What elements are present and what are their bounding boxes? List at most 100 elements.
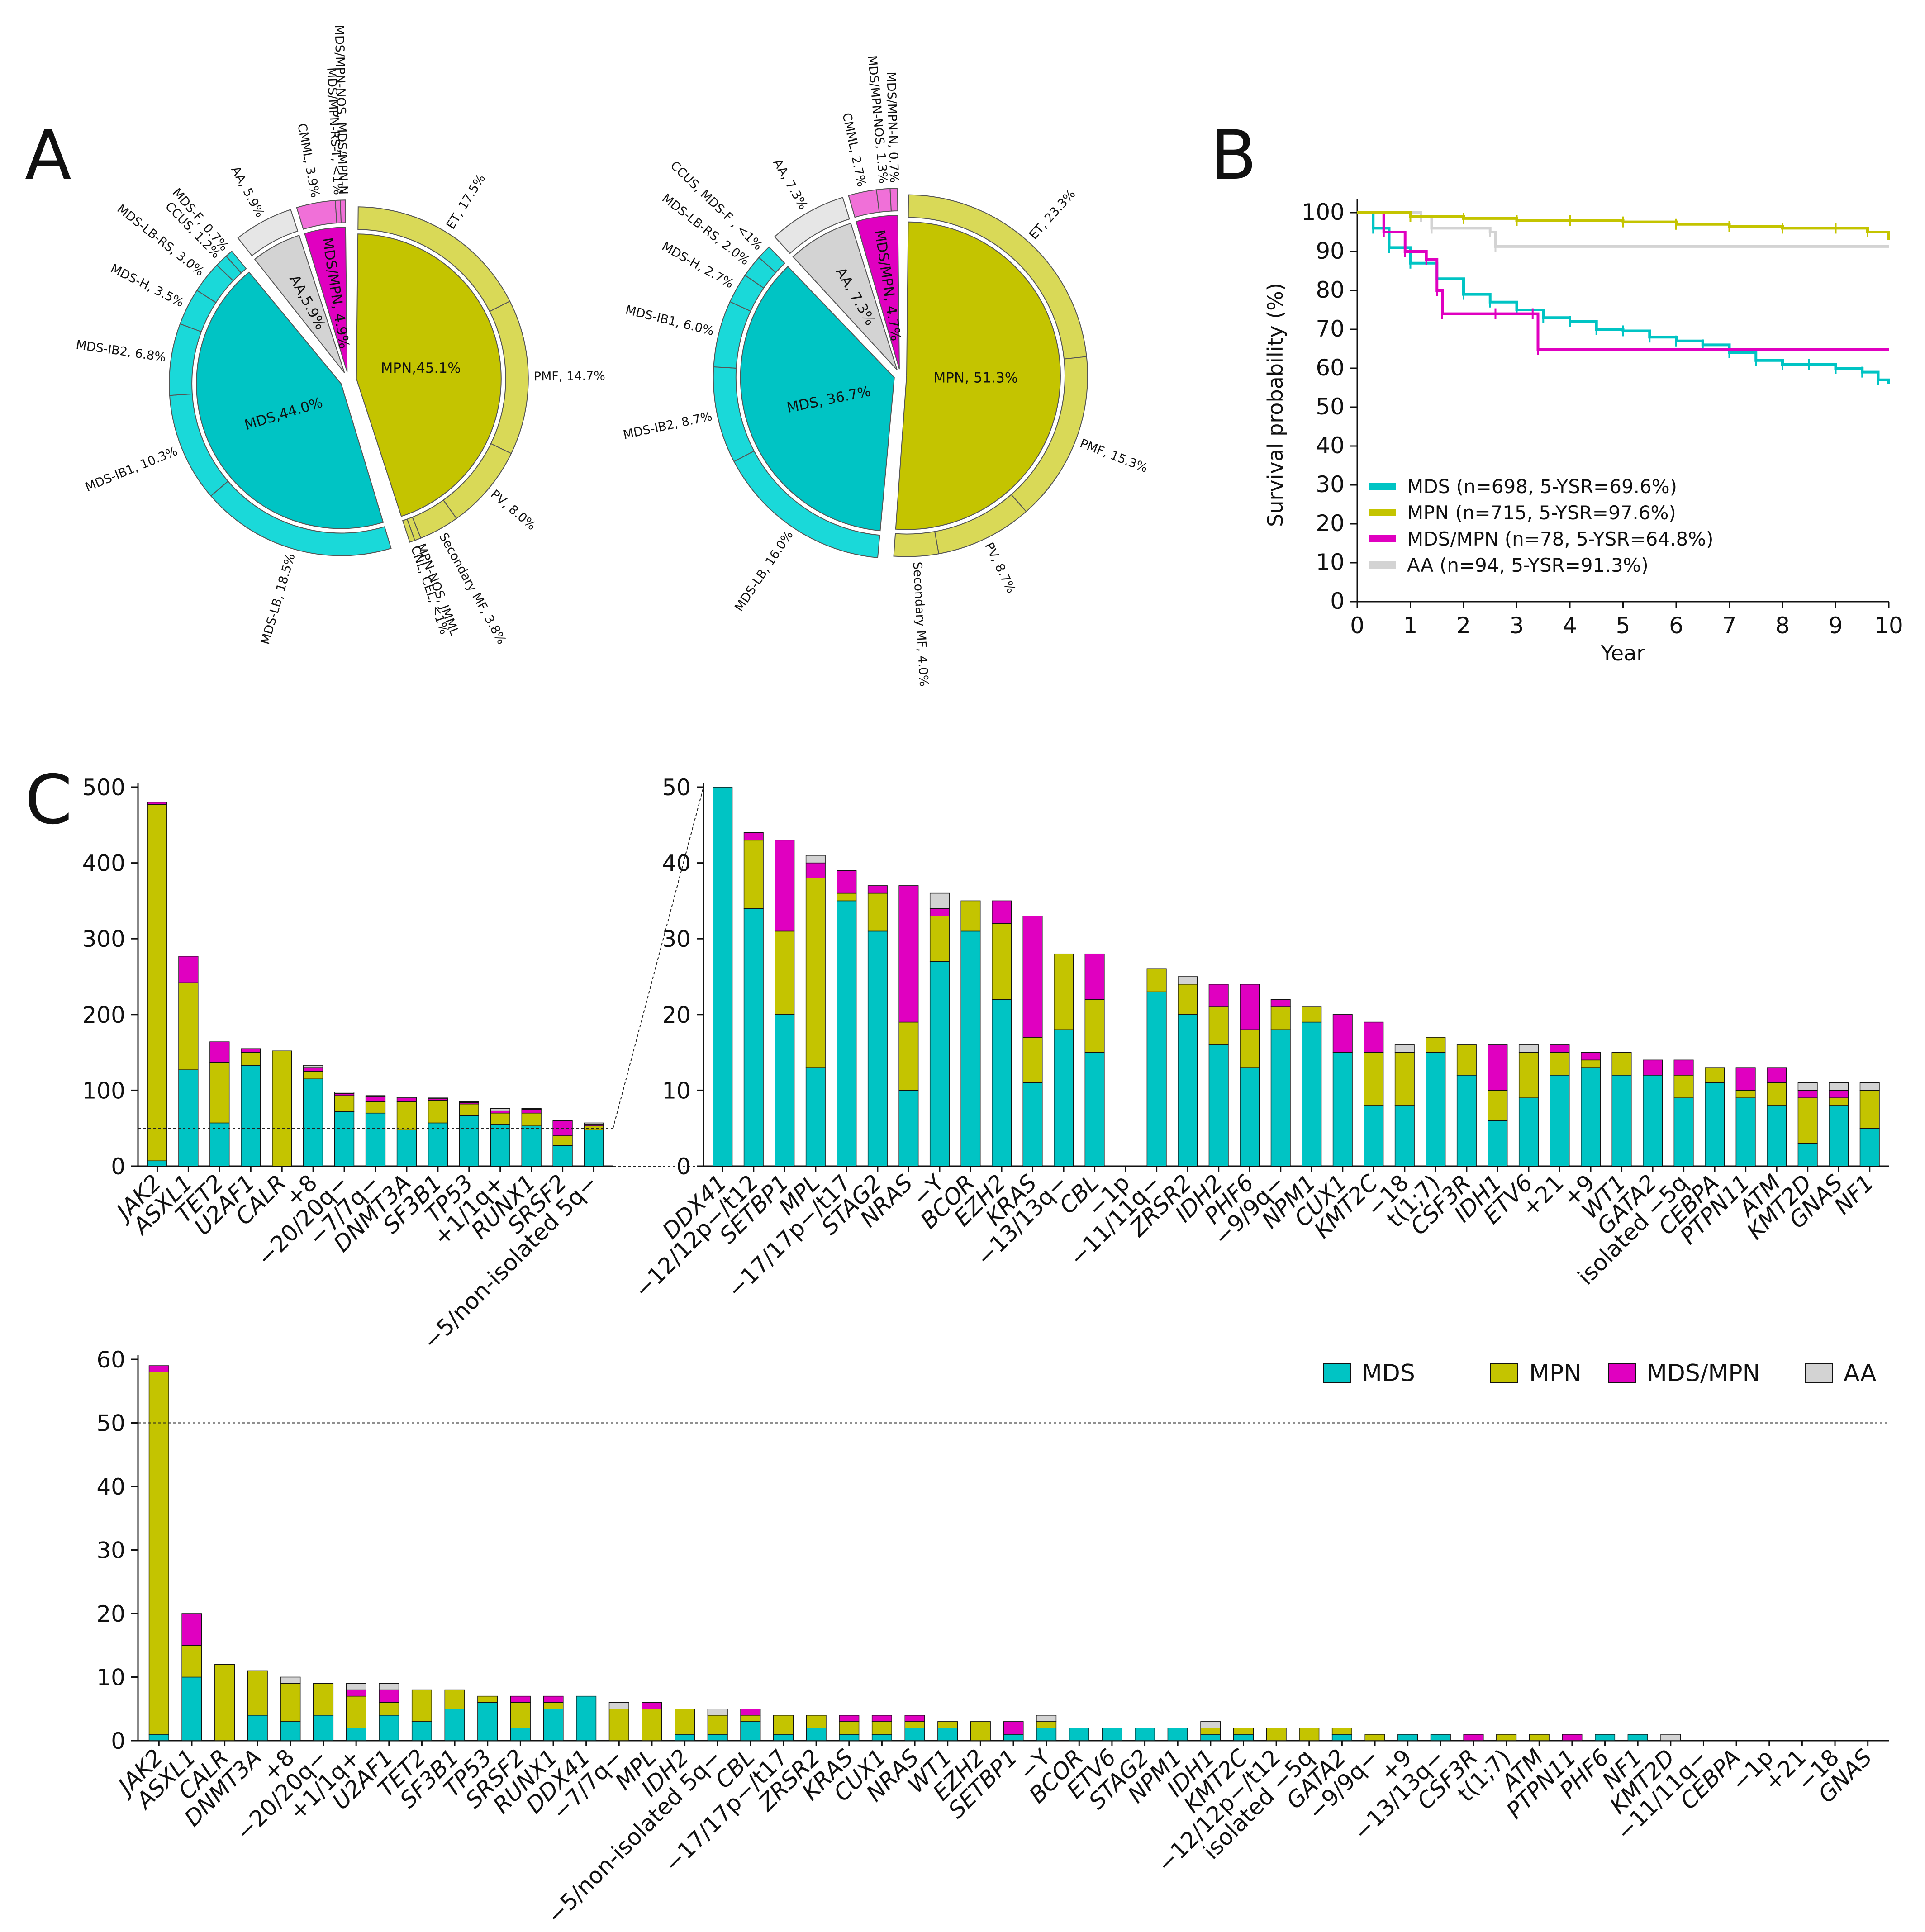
pie-outer-mds-f-0-7	[225, 250, 247, 274]
bar_main-bar-mpn-tp53	[459, 1103, 479, 1116]
bar_zoom-y-tick-label: 10	[662, 1078, 691, 1104]
bar_bottom-bar-mds-mpn-setbp1	[1003, 1721, 1024, 1735]
bar_main-bar-mpn-1-1q	[490, 1112, 510, 1125]
bar_zoom-bar-mds-mpn-ezh2	[992, 900, 1012, 924]
bar_main-bar-aa-runx1	[521, 1108, 542, 1110]
bar_bottom-bar-aa-5-non-isolated-5q	[707, 1709, 728, 1716]
bar_bottom-bar-mpn-cbl	[740, 1715, 761, 1722]
bar_zoom-bar-mpn-npm1	[1302, 1006, 1322, 1023]
bar_main-bar-mds-mpn-runx1	[521, 1109, 542, 1114]
bar_bottom-bar-aa-y	[1036, 1715, 1057, 1722]
bar_zoom-bar-mds-cbl	[1084, 1052, 1105, 1167]
bar_main-bar-mds-mpn-asxl1	[178, 955, 199, 983]
bar_zoom-bar-mpn-13-13q	[1054, 953, 1074, 1030]
bar_zoom-bar-mds-mpn-cbl	[1084, 953, 1105, 1000]
bar_bottom-bar-mds-5-non-isolated-5q	[707, 1734, 728, 1741]
bar_bottom-y-tick-label: 20	[96, 1601, 125, 1627]
bar_main-bar-mds-mpn-8	[303, 1067, 323, 1072]
bar_bottom-bar-mds-cbl	[740, 1721, 761, 1741]
bar_bottom-bar-mpn-1-1q	[346, 1695, 366, 1728]
bar_bottom-bar-mpn-kras	[839, 1721, 860, 1735]
bar_main-bar-mds-runx1	[521, 1125, 542, 1167]
bar_zoom-bar-mds-mpn-9	[1581, 1052, 1601, 1061]
bar_zoom-bar-mpn-zrsr2	[1178, 984, 1198, 1015]
bar_bottom-bar-mpn-mpl	[642, 1709, 662, 1741]
bar_bottom-bar-mds-mpn-cbl	[740, 1709, 761, 1716]
zoom-line-top	[613, 787, 704, 1129]
bar_main-y-tick-label: 300	[82, 926, 125, 952]
bar_bottom-y-tick-label: 0	[111, 1728, 125, 1754]
bar_zoom-y-tick-label: 30	[662, 926, 691, 952]
pie-outer-label-pmf-15-3: PMF, 15.3%	[1078, 437, 1150, 475]
km-curve-mds	[1357, 211, 1890, 384]
bar_zoom-bar-mds-cux1	[1332, 1052, 1353, 1167]
bar_main-bar-mds-asxl1	[178, 1069, 199, 1167]
bar_bottom-bar-mds-8	[280, 1721, 301, 1741]
bar_main-bar-mds-mpn-dnmt3a	[396, 1097, 417, 1102]
bar_bottom-bar-aa-1-1q	[346, 1683, 366, 1690]
km-y-tick-label: 60	[1316, 355, 1345, 381]
km-y-tick-label: 80	[1316, 277, 1345, 303]
bar_main-bar-mds-mpn-1-1q	[490, 1110, 510, 1114]
bar_zoom-bar-mds-mpn-mpl	[805, 862, 826, 878]
pie-outer-label-mds-lb-16-0: MDS-LB, 16.0%	[732, 528, 796, 614]
bar_zoom-bar-mpn-kmt2d	[1797, 1097, 1818, 1144]
bar_bottom-bar-mpn-u2af1	[379, 1702, 399, 1716]
bar_bottom-bar-aa-idh1	[1200, 1721, 1221, 1728]
bar_zoom-bar-mds-mpn-y	[929, 908, 950, 916]
bar_main-bar-mds-20-20q	[334, 1111, 355, 1167]
pie-outer-mds-mpn-nos-1-3	[876, 188, 892, 213]
pie-outer-ccus-mds-f-1	[758, 246, 785, 273]
bar_main-bar-mds-dnmt3a	[396, 1129, 417, 1167]
km-legend-text-mpn: MPN (n=715, 5-YSR=97.6%)	[1407, 502, 1676, 524]
pie-inner-mds	[196, 271, 384, 529]
bar_zoom-bar-mds-mpn-9-9q	[1270, 999, 1291, 1007]
bar_zoom-bar-mds-npm1	[1302, 1021, 1322, 1167]
bar_bottom-bar-mpn-wt1	[937, 1721, 958, 1728]
bar_bottom-bar-mds-wt1	[937, 1728, 958, 1741]
bar_bottom-bar-mds-ddx41	[576, 1695, 597, 1741]
bar_bottom-bar-mpn-tp53	[477, 1695, 498, 1703]
pie-inner-aa	[254, 234, 345, 373]
bar_zoom-bar-aa-etv6	[1518, 1044, 1539, 1053]
panel-letter-a: A	[25, 116, 71, 195]
bar_zoom-bar-mds-mpn-nras	[898, 885, 919, 1023]
bar_main-y-tick-label: 200	[82, 1002, 125, 1028]
pie-inner-mds-mpn	[856, 215, 900, 370]
pie-outer-label-pv-8-7: PV, 8.7%	[982, 540, 1018, 595]
bar_main-bar-mpn-20-20q	[334, 1095, 355, 1112]
bar_bottom-bar-aa-7-7q	[608, 1702, 629, 1709]
bar_zoom-bar-mds-mpn-gata2	[1643, 1059, 1663, 1076]
bar_main-bar-mpn-sf3b1	[428, 1100, 448, 1124]
bar_main-bar-mds-srsf2	[552, 1145, 573, 1167]
km-y-tick-label: 0	[1330, 588, 1345, 614]
km-x-tick-label: 4	[1563, 612, 1577, 639]
pie-outer-label-et-17-5: ET, 17.5%	[444, 172, 488, 232]
km-x-tick-label: 0	[1350, 612, 1364, 639]
bar_bottom-y-tick-label: 50	[96, 1410, 125, 1437]
bar_bottom-bar-mpn-20-20q	[313, 1683, 334, 1716]
bar_zoom-y-tick-label: 40	[662, 850, 691, 877]
bar_bottom-bar-mpn-zrsr2	[806, 1715, 827, 1728]
bar_bottom-bar-mds-mpn-kras	[839, 1715, 860, 1722]
bar_zoom-bar-mds-mpn-cux1	[1332, 1014, 1353, 1053]
bar_bottom-bar-mds-mpn-csf3r	[1463, 1734, 1484, 1741]
bar_bottom-bar-mpn-asxl1	[181, 1645, 202, 1678]
km-x-tick-label: 10	[1874, 612, 1903, 639]
bar_bottom-bar-mpn-gata2	[1331, 1728, 1352, 1735]
bar_zoom-bar-mds-kmt2c	[1364, 1105, 1384, 1167]
bar_bottom-bar-aa-8	[280, 1676, 301, 1684]
pie-outer-label-aa-7-3: AA, 7.3%	[770, 157, 810, 212]
panel-letter-b: B	[1210, 116, 1257, 195]
legend-text-mds: MDS	[1362, 1360, 1415, 1387]
bar_main-bar-mds-mpn-tet2	[209, 1041, 230, 1063]
bar_main-bar-aa-tp53	[459, 1101, 479, 1103]
km-x-tick-label: 9	[1829, 612, 1843, 639]
bar_main-y-tick-label: 0	[111, 1154, 125, 1180]
bar_zoom-bar-aa-18	[1394, 1044, 1415, 1053]
bar_bottom-bar-mds-stag2	[1135, 1728, 1155, 1741]
bar_bottom-bar-mpn-kmt2c	[1233, 1728, 1254, 1735]
bar_zoom-bar-mds-kras	[1022, 1082, 1043, 1167]
bar_main-bar-aa-sf3b1	[428, 1097, 448, 1099]
